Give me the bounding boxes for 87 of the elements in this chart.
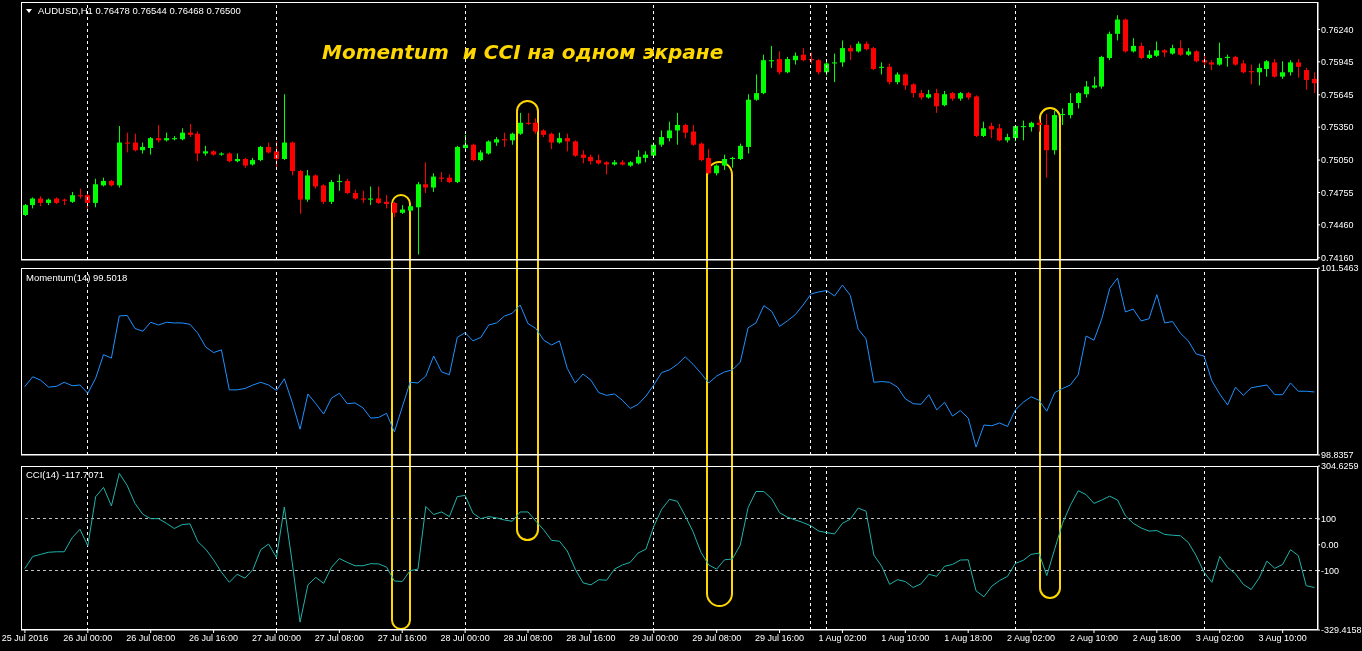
- candlestick: [361, 190, 366, 204]
- y-tick-label: 0.75350: [1321, 122, 1354, 133]
- candlestick: [934, 88, 939, 114]
- candlestick: [1296, 58, 1301, 79]
- annotation: Momentum и CCI на одном экране: [322, 40, 724, 64]
- chart-title: CCI(14) -117.7071: [26, 469, 104, 480]
- candlestick: [706, 148, 711, 175]
- y-tick-label: 98.8357: [1321, 450, 1354, 461]
- candlestick: [699, 142, 704, 162]
- candlestick: [1257, 62, 1262, 86]
- x-tick-label: 26 Jul 00:00: [63, 633, 113, 644]
- x-tick-label: 28 Jul 00:00: [440, 633, 490, 644]
- candlestick: [887, 62, 892, 85]
- y-tick-label: -329.4158: [1321, 625, 1362, 636]
- line-series: [24, 472, 1315, 623]
- candlestick: [675, 112, 680, 146]
- candlestick: [1249, 64, 1254, 85]
- candlestick: [1060, 107, 1065, 126]
- candlestick: [93, 178, 98, 208]
- x-tick-label: 27 Jul 00:00: [251, 633, 301, 644]
- candlestick: [1037, 118, 1042, 133]
- y-tick-label: -100: [1321, 565, 1340, 576]
- candlestick: [368, 185, 373, 206]
- candlestick: [691, 124, 696, 147]
- candlestick: [431, 172, 436, 193]
- chart-title: Momentum(14) 99.5018: [26, 272, 128, 283]
- candlestick: [282, 93, 287, 161]
- x-tick-label: 2 Aug 02:00: [1007, 633, 1056, 644]
- candlestick: [769, 45, 774, 69]
- x-tick-label: 3 Aug 10:00: [1258, 633, 1307, 644]
- x-tick-label: 29 Jul 00:00: [629, 633, 679, 644]
- candlestick: [518, 112, 523, 136]
- candlestick: [1225, 54, 1230, 68]
- candlestick: [416, 181, 421, 256]
- candlestick: [526, 112, 531, 126]
- candlestick: [125, 132, 130, 153]
- y-tick-label: 0.75645: [1321, 89, 1354, 100]
- candlestick: [1304, 67, 1309, 91]
- candlestick: [667, 121, 672, 142]
- x-tick-label: 1 Aug 18:00: [944, 633, 993, 644]
- candlestick: [1115, 14, 1120, 41]
- y-tick-label: 0.74460: [1321, 220, 1354, 231]
- y-tick-label: 101.5463: [1321, 263, 1359, 274]
- candlestick: [1272, 58, 1277, 79]
- y-tick-label: 0.75945: [1321, 56, 1354, 67]
- y-tick-label: 0.75050: [1321, 155, 1354, 166]
- y-tick-label: 0.76240: [1321, 24, 1354, 35]
- candlestick: [754, 73, 759, 102]
- candlestick: [502, 132, 507, 148]
- candlestick: [1217, 42, 1222, 67]
- candlestick: [274, 140, 279, 169]
- candlestick: [439, 171, 444, 183]
- candlestick: [219, 151, 224, 157]
- candlestick: [337, 173, 342, 192]
- candlestick: [321, 183, 326, 205]
- y-tick-label: 0.74755: [1321, 187, 1354, 198]
- x-tick-label: 26 Jul 08:00: [126, 633, 176, 644]
- x-tick-label: 28 Jul 16:00: [566, 633, 616, 644]
- x-tick-label: 28 Jul 08:00: [503, 633, 553, 644]
- candlestick: [1021, 120, 1026, 141]
- candlestick: [840, 39, 845, 68]
- x-tick-label: 1 Aug 02:00: [818, 633, 867, 644]
- chart-title: AUDUSD,H1 0.76478 0.76544 0.76468 0.76500: [38, 5, 241, 16]
- candlestick: [329, 179, 334, 205]
- x-tick-label: 27 Jul 16:00: [377, 633, 427, 644]
- x-tick-label: 2 Aug 10:00: [1069, 633, 1118, 644]
- x-tick-label: 27 Jul 08:00: [314, 633, 364, 644]
- candlestick: [423, 161, 428, 194]
- candlestick: [832, 53, 837, 83]
- x-tick-label: 2 Aug 18:00: [1132, 633, 1181, 644]
- candlestick: [78, 188, 83, 200]
- x-tick-label: 29 Jul 08:00: [692, 633, 742, 644]
- candlestick: [777, 50, 782, 75]
- x-tick-label: 26 Jul 16:00: [189, 633, 239, 644]
- candlestick: [730, 156, 735, 169]
- y-tick-label: 0.00: [1321, 539, 1339, 550]
- y-tick-label: 304.6259: [1321, 461, 1359, 472]
- x-tick-label: 3 Aug 02:00: [1195, 633, 1244, 644]
- x-tick-label: 25 Jul 2016: [1, 633, 49, 644]
- candlestick: [871, 46, 876, 71]
- y-tick-label: 100: [1321, 514, 1337, 525]
- candlestick: [1068, 92, 1073, 119]
- x-tick-label: 29 Jul 16:00: [755, 633, 805, 644]
- x-tick-label: 1 Aug 10:00: [881, 633, 930, 644]
- candlestick: [879, 61, 884, 75]
- candlestick: [195, 131, 200, 162]
- y-tick-label: 0.74160: [1321, 252, 1354, 263]
